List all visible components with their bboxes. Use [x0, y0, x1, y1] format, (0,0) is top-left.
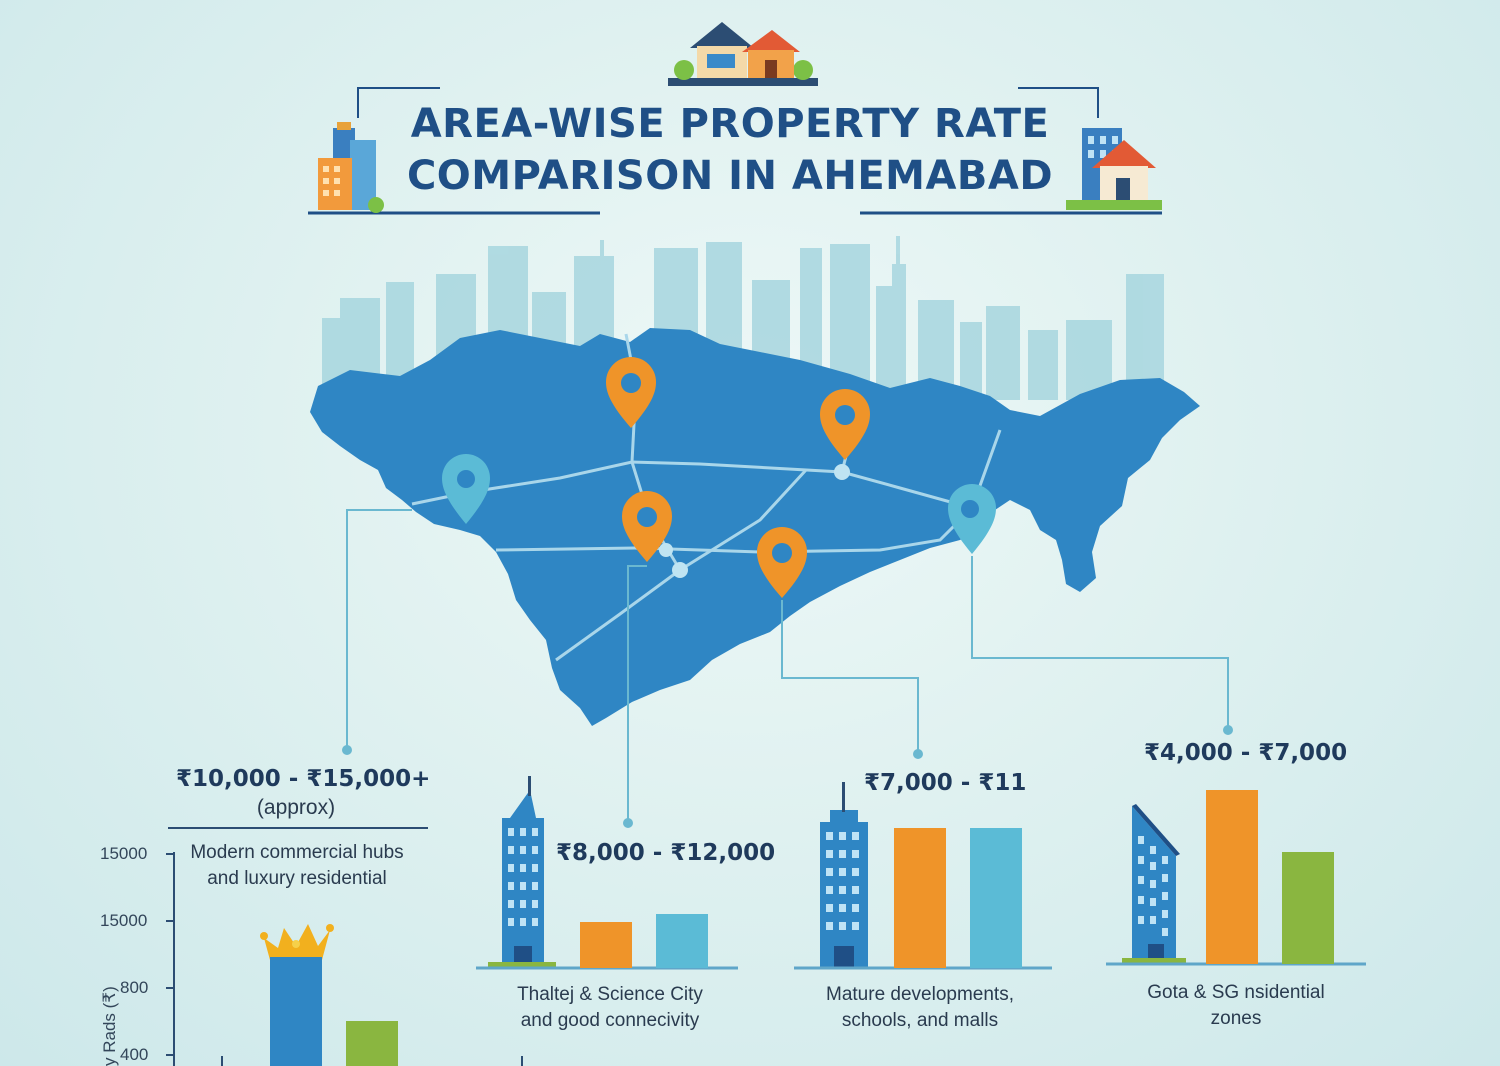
map-nodes: [659, 464, 850, 578]
panel2-bar-1: [580, 922, 632, 968]
tower-icon-panel2: [488, 776, 556, 968]
panel3-note: Mature developments, schools, and malls: [796, 982, 1044, 1034]
panel4-bar-1: [1206, 790, 1258, 964]
y-tick-3: 800: [120, 978, 149, 997]
panel4-note-line1: Gota & SG nsidential: [1147, 982, 1325, 1003]
panel3-price: ₹7,000 - ₹11: [864, 770, 1027, 796]
left-buildings-icon: [318, 122, 384, 213]
pin-icon-south: [757, 527, 807, 598]
panel1-note-line1: Modern commercial hubs: [190, 842, 404, 863]
pin-icon-central: [622, 491, 672, 562]
bars-layer: [270, 790, 1334, 1066]
houses-icon: [668, 22, 818, 86]
leader-lines: [346, 509, 1229, 820]
city-map-shape: [310, 328, 1200, 726]
y-axis-label: y Rads (₹): [100, 986, 119, 1066]
pin-icon-east: [948, 484, 996, 554]
crown-icon: [260, 924, 334, 960]
panel2-bar-2: [656, 914, 708, 968]
title-line-2: COMPARISON IN AHEMABAD: [406, 153, 1054, 199]
panel2-note: Thaltej & Science City and good conneciv…: [480, 982, 740, 1034]
panel1-bar-1: [270, 957, 322, 1066]
panel1-approx: (approx): [256, 796, 336, 819]
y-tick-2: 15000: [100, 911, 148, 930]
panel1-note: Modern commercial hubs and luxury reside…: [168, 840, 426, 892]
right-house-icon: [1066, 128, 1162, 210]
pin-icon-northeast: [820, 389, 870, 460]
y-axis: [166, 852, 523, 1066]
panel4-note: Gota & SG nsidential zones: [1108, 980, 1364, 1032]
y-tick-4: 400: [120, 1045, 149, 1064]
pin-icon-north: [606, 357, 656, 428]
panel3-note-line1: Mature developments,: [826, 984, 1014, 1005]
location-pins: [442, 357, 996, 598]
panel2-note-line2: and good connecivity: [520, 1010, 700, 1032]
panel1-price: ₹10,000 - ₹15,000+: [176, 766, 431, 792]
panel4-bar-2: [1282, 852, 1334, 964]
pin-icon-west: [442, 454, 490, 524]
panel3-note-line2: schools, and malls: [841, 1010, 999, 1032]
panel1-note-line2: and luxury residential: [207, 868, 387, 890]
panel3-bar-1: [894, 828, 946, 968]
panel2-price: ₹8,000 - ₹12,000: [556, 840, 776, 866]
y-tick-1: 15000: [100, 844, 148, 863]
tower-icon-panel3: [820, 782, 868, 968]
leader-dots: [342, 725, 1233, 828]
panel4-price: ₹4,000 - ₹7,000: [1144, 740, 1348, 766]
title-frame: [308, 87, 1162, 215]
panel1-bar-2: [346, 1021, 398, 1066]
tower-icon-panel4: [1122, 804, 1186, 964]
panel3-bar-2: [970, 828, 1022, 968]
panel2-note-line1: Thaltej & Science City: [517, 984, 703, 1005]
panel4-note-line2: zones: [1210, 1008, 1262, 1030]
title-line-1: AREA-WISE PROPERTY RATE: [410, 101, 1050, 147]
